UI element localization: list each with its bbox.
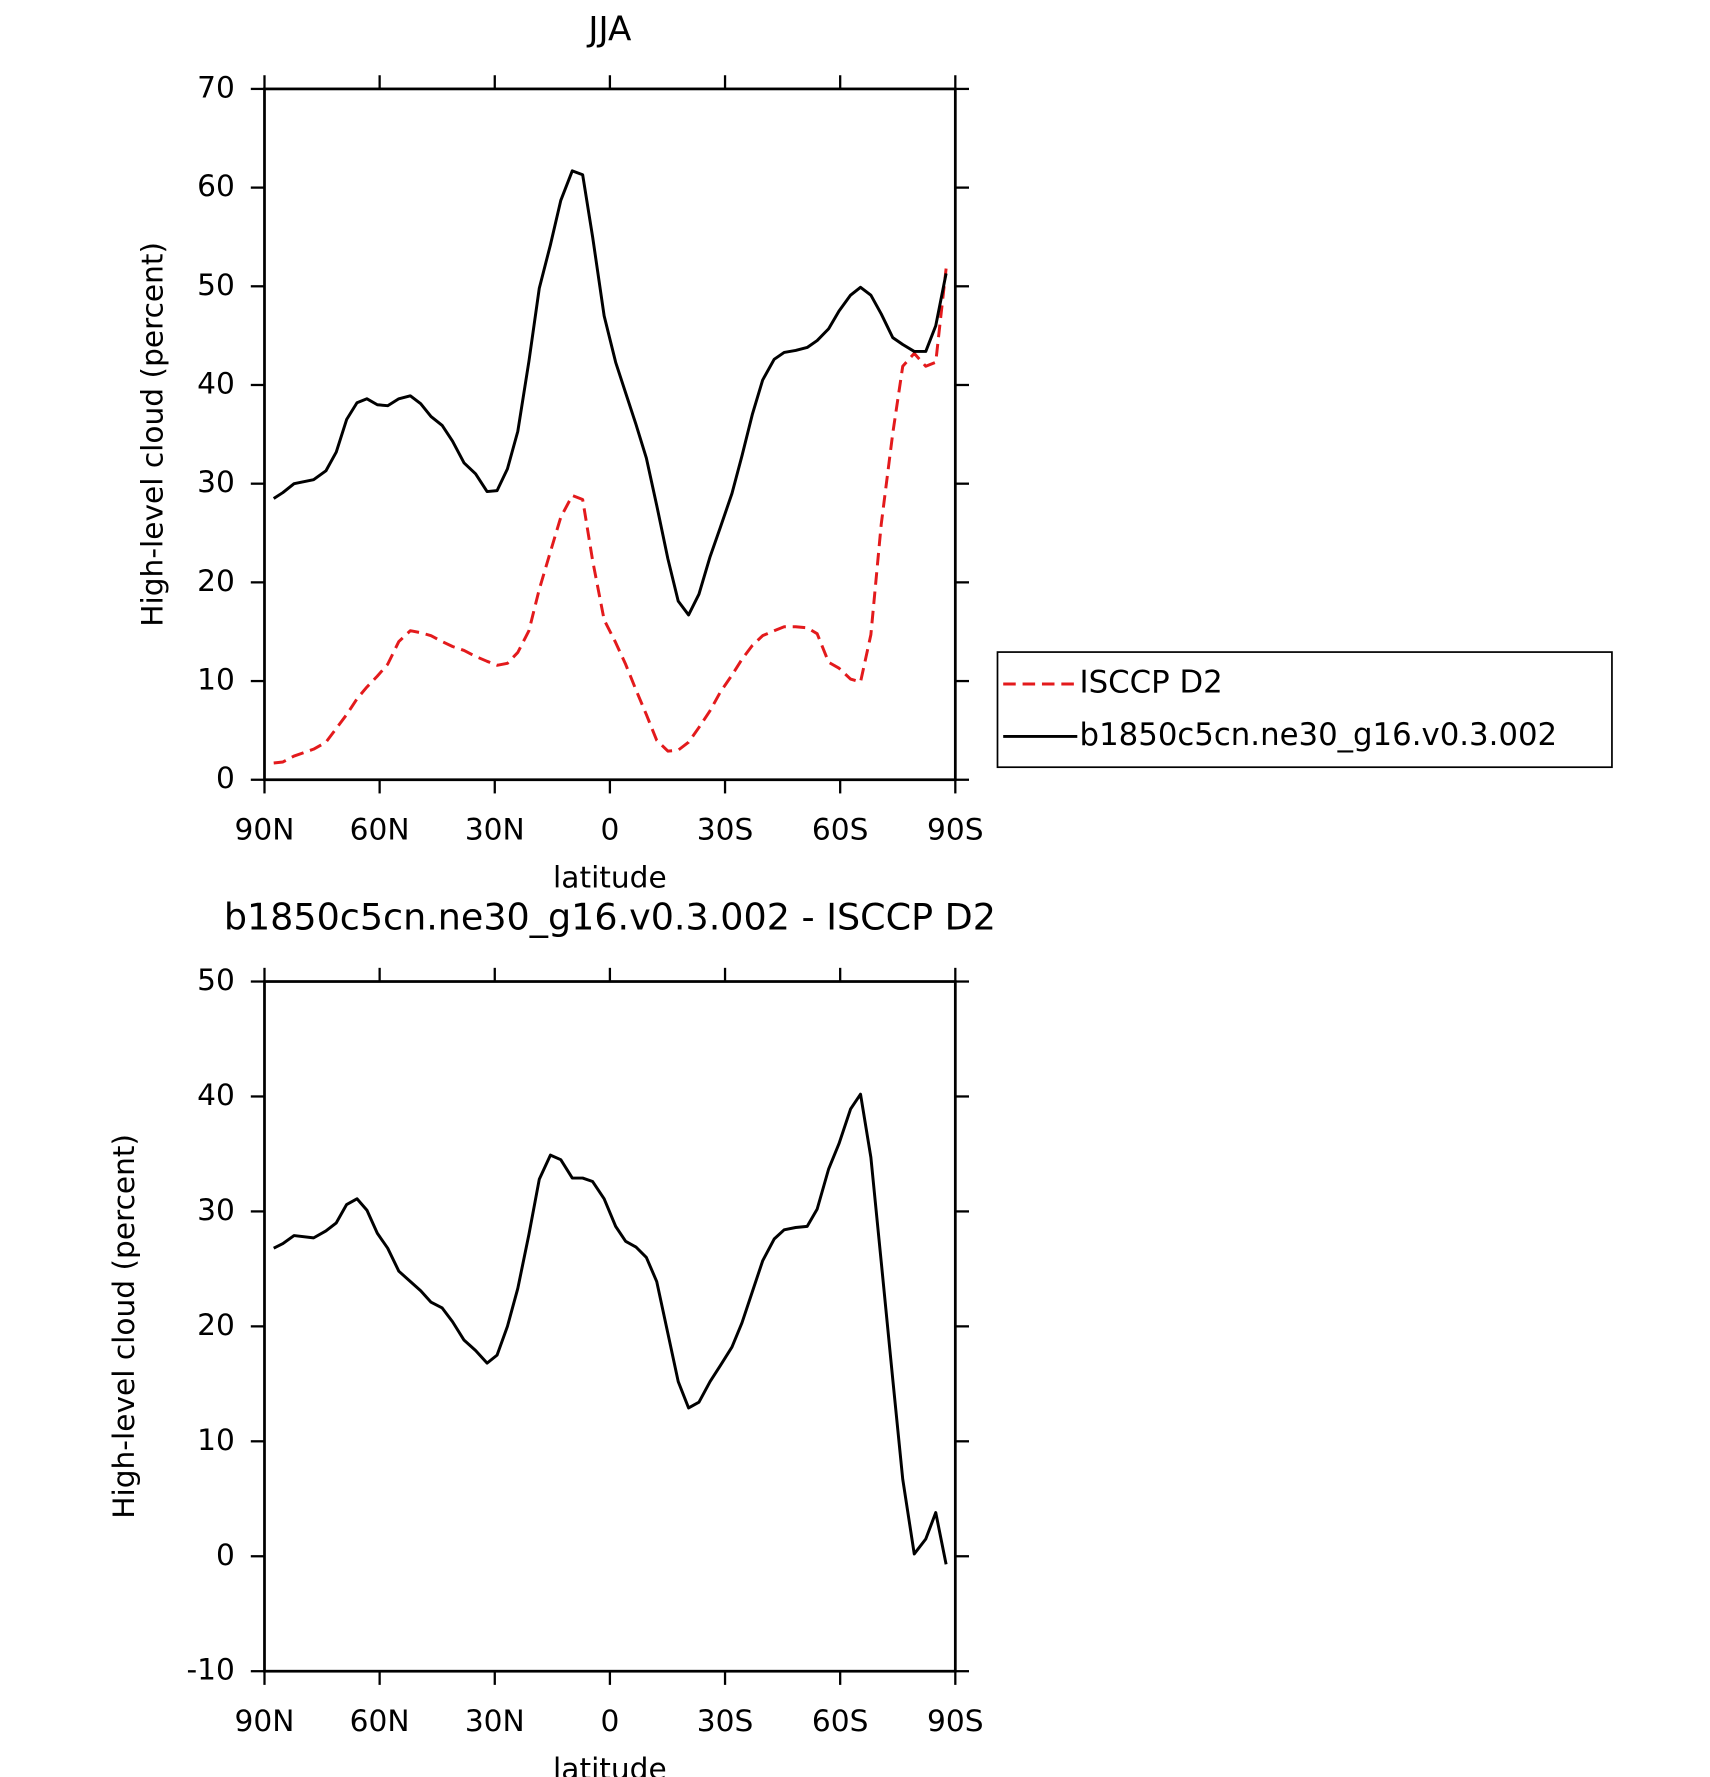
y-tick-label: 0 bbox=[216, 1537, 235, 1572]
y-tick-label: 10 bbox=[197, 662, 235, 697]
x-axis-label: latitude bbox=[553, 1751, 667, 1777]
x-tick-label: 0 bbox=[600, 812, 619, 847]
legend-box bbox=[996, 651, 1613, 769]
y-tick-label: 20 bbox=[197, 563, 235, 598]
x-tick-label: 60S bbox=[812, 1703, 869, 1738]
x-tick-label: 60N bbox=[350, 812, 410, 847]
y-tick-label: 50 bbox=[197, 962, 235, 997]
data-line bbox=[272, 169, 948, 617]
x-tick-label: 90S bbox=[927, 1703, 984, 1738]
y-tick-label: 60 bbox=[197, 168, 235, 203]
data-line bbox=[273, 1092, 948, 1565]
y-tick-label: 30 bbox=[197, 1192, 235, 1227]
x-tick-label: 30S bbox=[697, 1703, 754, 1738]
y-tick-label: 20 bbox=[197, 1307, 235, 1342]
plot-frame bbox=[263, 980, 957, 1673]
y-tick-label: -10 bbox=[186, 1652, 234, 1687]
y-tick-label: 10 bbox=[197, 1422, 235, 1457]
chart-title: JJA bbox=[586, 9, 632, 49]
y-tick-label: 40 bbox=[197, 1077, 235, 1112]
x-tick-label: 30N bbox=[465, 1703, 525, 1738]
x-axis-label: latitude bbox=[553, 859, 667, 894]
x-tick-label: 90N bbox=[235, 1703, 295, 1738]
y-axis-label: High-level cloud (percent) bbox=[106, 1134, 141, 1519]
y-tick-label: 0 bbox=[216, 760, 235, 795]
y-tick-label: 50 bbox=[197, 267, 235, 302]
plot-frame bbox=[263, 87, 957, 782]
y-tick-label: 40 bbox=[197, 365, 235, 400]
x-tick-label: 30S bbox=[697, 812, 754, 847]
x-tick-label: 90S bbox=[927, 812, 984, 847]
chart-title: b1850c5cn.ne30_g16.v0.3.002 - ISCCP D2 bbox=[224, 895, 996, 938]
data-line bbox=[273, 268, 948, 765]
x-tick-label: 60S bbox=[812, 812, 869, 847]
x-tick-label: 30N bbox=[465, 812, 525, 847]
x-tick-label: 60N bbox=[350, 1703, 410, 1738]
y-tick-label: 30 bbox=[197, 464, 235, 499]
y-axis-label: High-level cloud (percent) bbox=[134, 242, 169, 627]
x-tick-label: 90N bbox=[235, 812, 295, 847]
x-tick-label: 0 bbox=[600, 1703, 619, 1738]
y-tick-label: 70 bbox=[197, 69, 235, 104]
legend-label: ISCCP D2 bbox=[1080, 664, 1223, 700]
legend-label: b1850c5cn.ne30_g16.v0.3.002 bbox=[1080, 717, 1558, 753]
